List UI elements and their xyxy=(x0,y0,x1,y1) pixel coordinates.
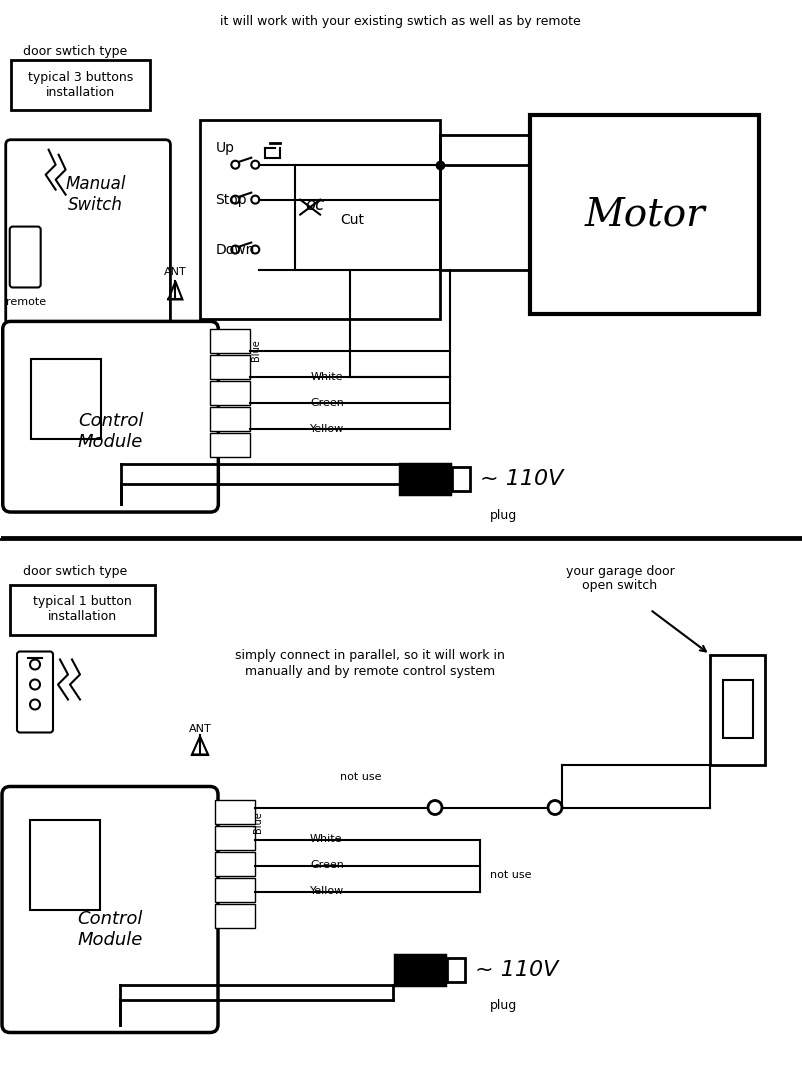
Text: Yellow: Yellow xyxy=(310,886,344,897)
FancyBboxPatch shape xyxy=(709,654,764,764)
FancyBboxPatch shape xyxy=(215,903,255,927)
Text: Green: Green xyxy=(310,398,343,409)
FancyBboxPatch shape xyxy=(210,407,250,431)
Text: Blue: Blue xyxy=(251,340,261,361)
Text: Control
Module: Control Module xyxy=(77,910,143,949)
FancyBboxPatch shape xyxy=(215,877,255,901)
FancyBboxPatch shape xyxy=(210,433,250,457)
Text: it will work with your existing swtich as well as by remote: it will work with your existing swtich a… xyxy=(220,15,580,28)
Text: your garage door
open switch: your garage door open switch xyxy=(565,565,674,593)
Text: Green: Green xyxy=(310,860,343,871)
Text: ~ 110V: ~ 110V xyxy=(475,959,557,980)
FancyBboxPatch shape xyxy=(30,819,100,910)
FancyBboxPatch shape xyxy=(215,800,255,824)
Text: White: White xyxy=(310,372,342,383)
FancyBboxPatch shape xyxy=(210,356,250,379)
Text: simply connect in parallel, so it will work in
manually and by remote control sy: simply connect in parallel, so it will w… xyxy=(235,650,504,677)
Text: remote: remote xyxy=(6,298,46,307)
FancyBboxPatch shape xyxy=(722,679,752,737)
Text: Blue: Blue xyxy=(253,812,263,833)
FancyBboxPatch shape xyxy=(447,957,464,981)
Text: Yellow: Yellow xyxy=(310,425,344,434)
FancyBboxPatch shape xyxy=(6,140,170,324)
Text: not use: not use xyxy=(489,871,531,881)
FancyBboxPatch shape xyxy=(30,359,100,439)
Text: Up: Up xyxy=(215,141,234,155)
Text: ANT: ANT xyxy=(164,267,187,277)
FancyBboxPatch shape xyxy=(215,852,255,875)
FancyBboxPatch shape xyxy=(215,826,255,849)
FancyBboxPatch shape xyxy=(17,651,53,732)
Text: typical 3 buttons
installation: typical 3 buttons installation xyxy=(28,71,133,99)
Text: Cut: Cut xyxy=(340,212,363,226)
FancyBboxPatch shape xyxy=(529,114,759,315)
Circle shape xyxy=(427,801,441,815)
Text: not use: not use xyxy=(339,773,381,783)
Text: typical 1 button
installation: typical 1 button installation xyxy=(33,595,132,623)
FancyBboxPatch shape xyxy=(399,465,449,494)
Text: door swtich type: door swtich type xyxy=(23,45,128,58)
FancyBboxPatch shape xyxy=(2,787,217,1033)
FancyBboxPatch shape xyxy=(210,330,250,354)
Text: ANT: ANT xyxy=(188,724,211,734)
FancyBboxPatch shape xyxy=(10,584,155,635)
Text: Manual
Switch: Manual Switch xyxy=(65,176,126,215)
Text: White: White xyxy=(310,834,342,844)
FancyBboxPatch shape xyxy=(210,382,250,405)
Text: Motor: Motor xyxy=(583,196,704,233)
Text: Down: Down xyxy=(215,243,254,257)
FancyBboxPatch shape xyxy=(10,226,41,288)
FancyBboxPatch shape xyxy=(10,60,150,110)
Text: oc: oc xyxy=(305,195,324,213)
Text: plug: plug xyxy=(489,999,516,1012)
FancyBboxPatch shape xyxy=(452,467,469,492)
Circle shape xyxy=(547,801,561,815)
Text: door swtich type: door swtich type xyxy=(22,565,127,578)
Text: Stop: Stop xyxy=(215,193,247,207)
Text: ~ 110V: ~ 110V xyxy=(480,469,562,489)
FancyBboxPatch shape xyxy=(200,120,439,319)
Text: plug: plug xyxy=(489,509,516,522)
FancyBboxPatch shape xyxy=(2,321,218,512)
Text: Control
Module: Control Module xyxy=(78,412,143,451)
FancyBboxPatch shape xyxy=(395,954,444,984)
